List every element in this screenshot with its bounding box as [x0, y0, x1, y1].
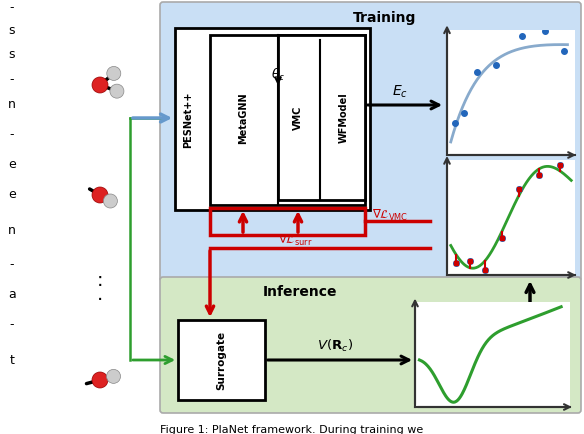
- Text: Surrogate: Surrogate: [216, 330, 226, 390]
- Circle shape: [110, 84, 124, 98]
- Text: -: -: [10, 319, 14, 332]
- Point: [491, 62, 500, 69]
- Text: e: e: [8, 158, 16, 171]
- Text: a: a: [8, 289, 16, 302]
- Bar: [175, 28, 370, 210]
- Text: $\nabla\mathcal{L}_\mathrm{surr}$: $\nabla\mathcal{L}_\mathrm{surr}$: [278, 233, 312, 247]
- Text: n: n: [8, 224, 16, 237]
- Circle shape: [107, 66, 121, 80]
- FancyBboxPatch shape: [160, 2, 581, 281]
- Text: t: t: [9, 354, 15, 366]
- Text: n: n: [8, 99, 16, 112]
- Text: -: -: [10, 1, 14, 14]
- Point: [472, 68, 482, 75]
- Point: [540, 27, 550, 34]
- Point: [480, 266, 489, 273]
- Text: $\theta_c$: $\theta_c$: [271, 67, 285, 83]
- Text: .: .: [97, 286, 103, 305]
- Point: [517, 33, 527, 40]
- Point: [497, 234, 506, 241]
- Text: Inference: Inference: [263, 285, 337, 299]
- Circle shape: [103, 194, 117, 208]
- Bar: [210, 208, 365, 235]
- Point: [559, 48, 568, 55]
- Text: e: e: [8, 188, 16, 201]
- Point: [450, 119, 459, 126]
- Text: PESNet++: PESNet++: [183, 92, 193, 148]
- Text: VMC: VMC: [293, 106, 303, 130]
- Text: -: -: [10, 73, 14, 86]
- Text: MetaGNN: MetaGNN: [238, 92, 248, 144]
- Bar: [210, 35, 365, 205]
- FancyBboxPatch shape: [160, 277, 581, 413]
- Point: [534, 172, 544, 179]
- Point: [452, 259, 461, 266]
- Point: [459, 109, 468, 116]
- Point: [555, 162, 565, 169]
- Text: $V(\mathbf{R}_c)$: $V(\mathbf{R}_c)$: [317, 338, 353, 354]
- Text: s: s: [9, 23, 15, 36]
- Circle shape: [92, 187, 108, 203]
- Text: $E_c$: $E_c$: [392, 84, 408, 100]
- Circle shape: [106, 369, 120, 383]
- Point: [465, 257, 474, 264]
- Circle shape: [92, 372, 108, 388]
- Text: :: :: [97, 270, 103, 289]
- Text: Training: Training: [353, 11, 417, 25]
- Bar: [278, 35, 365, 200]
- Bar: [178, 320, 265, 400]
- Text: Figure 1: PlaNet framework. During training we: Figure 1: PlaNet framework. During train…: [161, 425, 423, 434]
- Text: $\nabla\mathcal{L}_\mathrm{VMC}$: $\nabla\mathcal{L}_\mathrm{VMC}$: [372, 207, 408, 223]
- Point: [514, 185, 523, 192]
- Text: -: -: [10, 128, 14, 141]
- Circle shape: [92, 77, 108, 93]
- Text: s: s: [9, 49, 15, 62]
- Text: -: -: [10, 259, 14, 272]
- Text: WFModel: WFModel: [339, 92, 349, 143]
